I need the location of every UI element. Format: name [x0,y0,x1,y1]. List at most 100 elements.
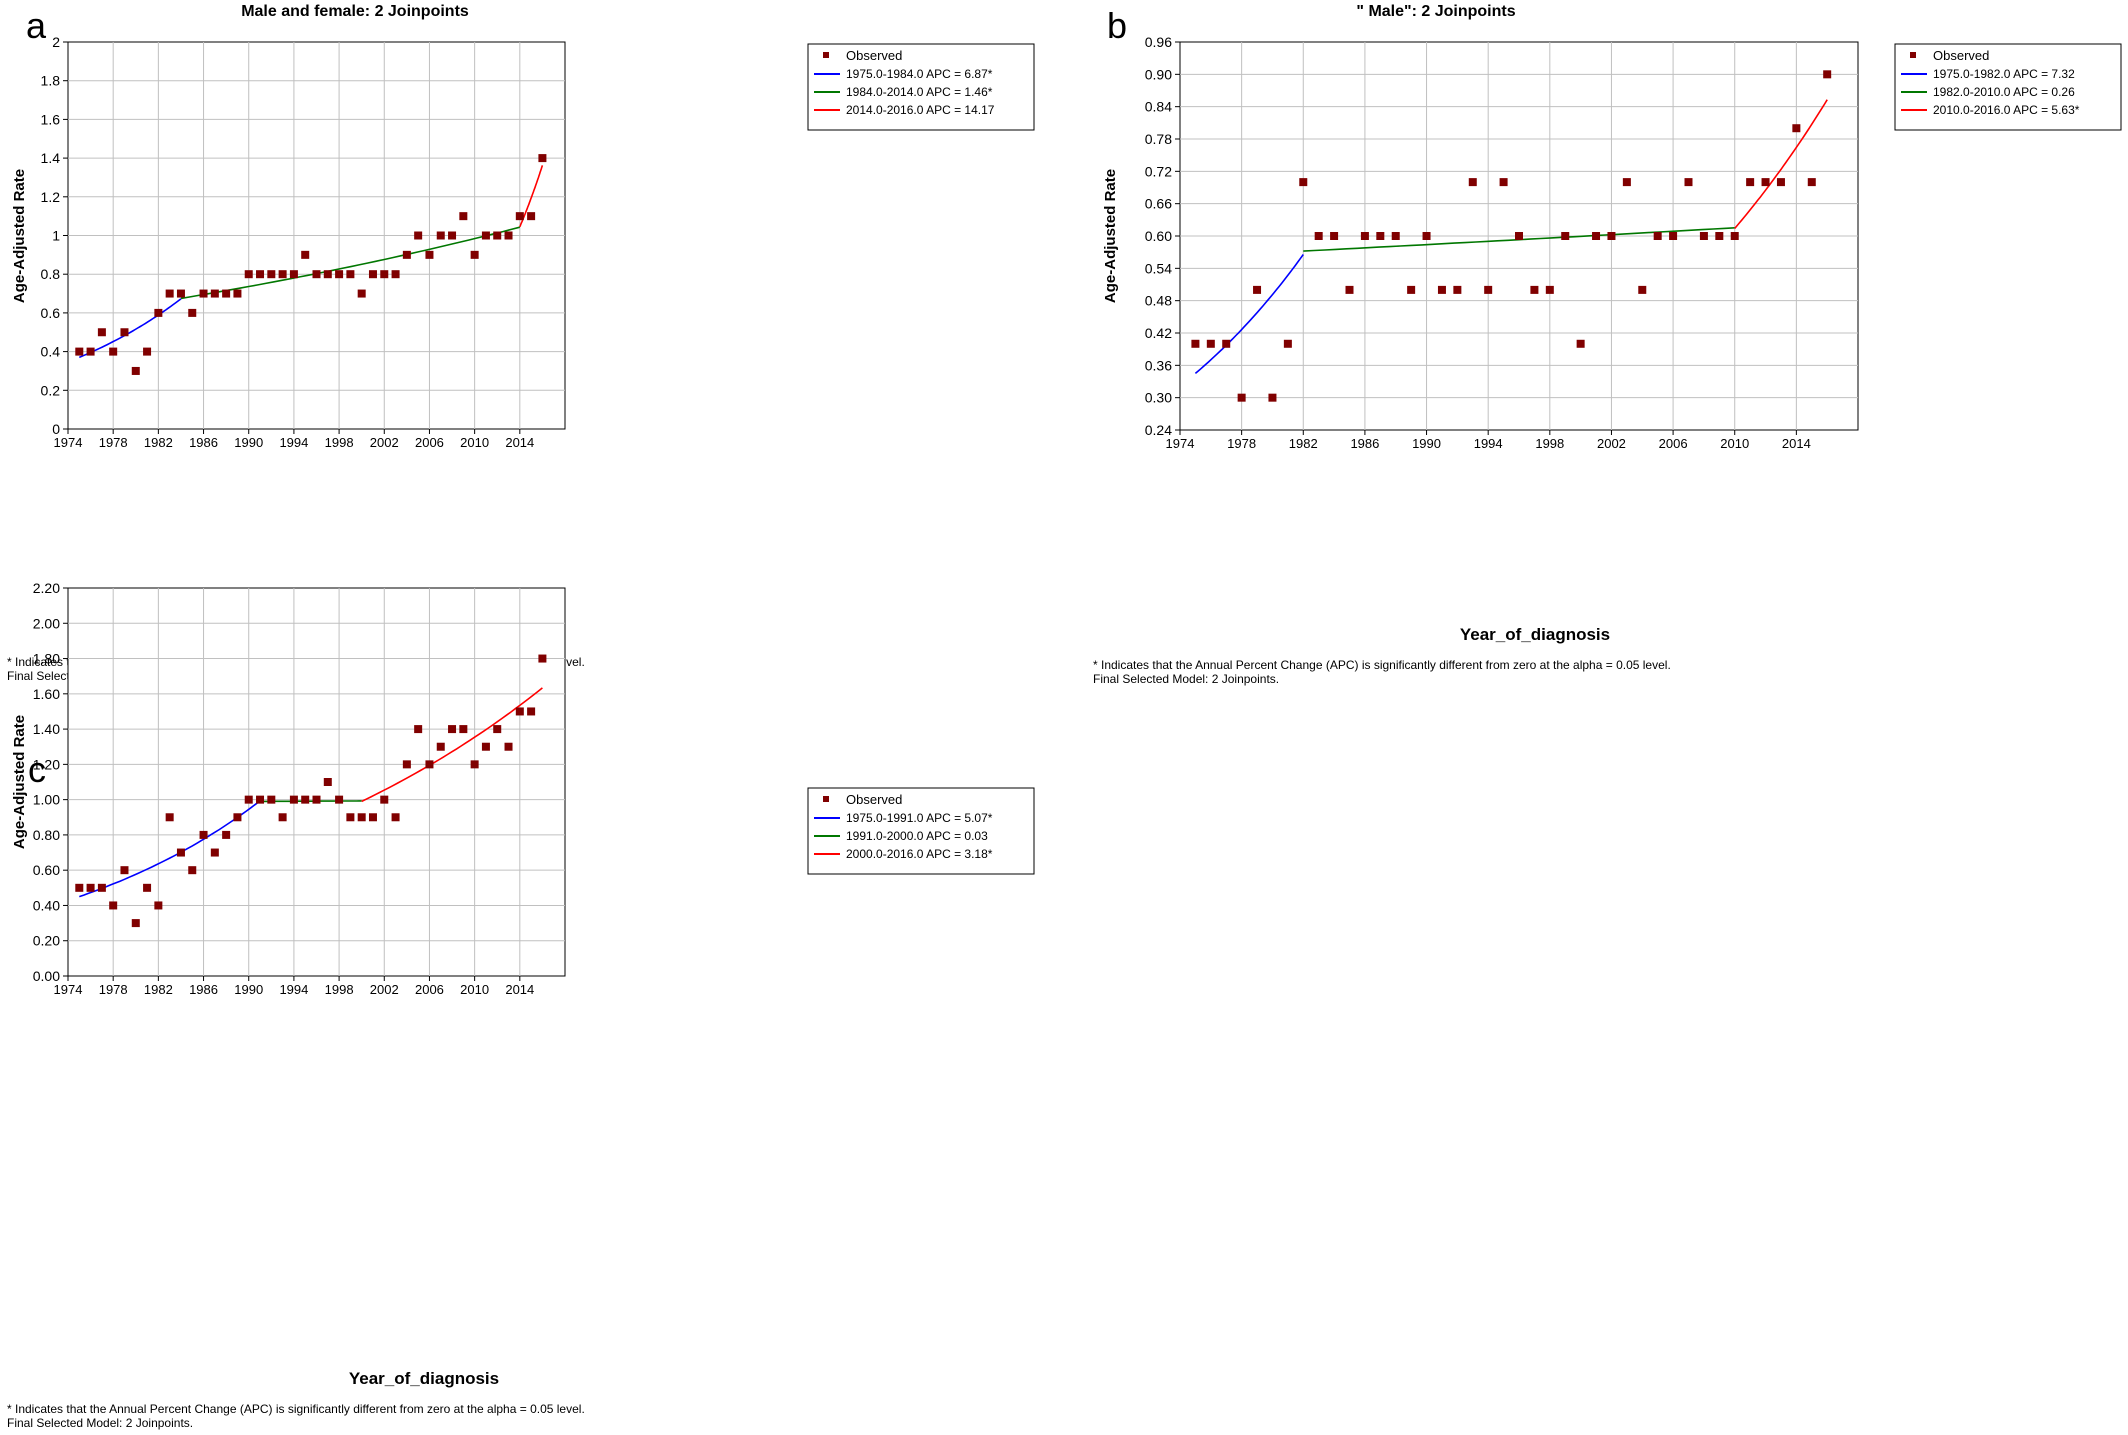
observed-point [109,901,118,910]
observed-point [459,212,468,221]
observed-point [402,760,411,769]
observed-point [199,830,208,839]
y-tick-label: 0.00 [33,968,60,984]
observed-point [481,742,490,751]
observed-point [1823,70,1832,79]
x-tick-label: 1994 [279,982,308,997]
y-tick-label: 1.80 [33,651,60,667]
legend-box [807,787,1035,875]
observed-point [176,848,185,857]
observed-point [335,270,344,279]
observed-point [1792,124,1801,133]
x-tick-label: 2002 [1597,436,1626,451]
legend-segment-label: 1984.0-2014.0 APC = 1.46* [846,85,993,99]
observed-point [414,231,423,240]
panel-letter: b [1107,5,1127,46]
observed-point [1253,285,1262,294]
x-tick-label: 2010 [460,982,489,997]
observed-point [109,347,118,356]
y-tick-label: 1.40 [33,721,60,737]
observed-point [1391,232,1400,240]
observed-point [244,270,253,279]
observed-point [1607,232,1616,240]
y-tick-label: 0.36 [1145,357,1172,373]
observed-point [210,289,219,298]
observed-point [448,231,457,240]
observed-point [256,795,265,804]
y-tick-label: 0.42 [1145,325,1172,341]
y-tick-label: 0.60 [1145,228,1172,244]
observed-point [368,813,377,822]
observed-point [233,289,242,298]
fit-line-segment-2 [260,800,362,803]
y-tick-label: 0.6 [41,305,61,321]
observed-point [1776,178,1785,187]
observed-point [312,270,321,279]
legend-box [1894,43,2122,131]
observed-point [86,347,95,356]
observed-point [188,866,197,875]
observed-point [391,270,400,279]
observed-point [425,250,434,259]
observed-point [515,707,524,716]
observed-point [470,250,479,259]
x-tick-label: 1994 [279,435,308,450]
observed-point [1684,178,1693,187]
observed-point [131,919,140,928]
y-tick-label: 1.4 [41,150,61,166]
x-tick-label: 2014 [505,982,534,997]
observed-point [1422,232,1431,240]
observed-point [301,250,310,259]
legend-observed-marker [1910,52,1916,58]
chart-title: Male and female: 2 Joinpoints [241,3,469,20]
observed-point [493,725,502,734]
x-tick-label: 1986 [189,435,218,450]
x-tick-label: 1990 [234,982,263,997]
legend-segment-label: 2010.0-2016.0 APC = 5.63* [1933,103,2080,117]
chart-title: " Male": 2 Joinpoints [1356,3,1515,20]
observed-point [470,760,479,769]
observed-point [1622,178,1631,187]
x-tick-label: 1986 [1350,436,1379,451]
legend: Observed 1975.0-1982.0 APC = 7.32 1982.0-2… [1894,43,2122,131]
observed-point [1237,393,1246,402]
observed-point [165,813,174,822]
observed-point [1314,232,1323,240]
fit-line-segment-1 [78,298,182,359]
observed-point [289,270,298,279]
chart-panel-c: c" Female": 2 Joinpoints1974197819821986… [7,580,1035,1430]
observed-point [1345,285,1354,294]
fit-line-segment-2 [180,226,521,300]
x-tick-label: 1982 [144,435,173,450]
observed-point [86,883,95,892]
observed-point [1515,232,1523,240]
y-tick-label: 2 [52,34,60,50]
y-tick-label: 0.2 [41,382,61,398]
observed-point [1499,178,1508,187]
y-tick-label: 0.72 [1145,163,1172,179]
x-tick-label: 1998 [1535,436,1564,451]
x-tick-label: 1994 [1474,436,1503,451]
observed-point [75,883,84,892]
observed-point [120,328,129,337]
y-tick-label: 0.40 [33,897,60,913]
observed-point [1576,339,1585,348]
chart-panel-a: a Male and female: 2 Joinpoints 1974 1978 19… [7,3,1035,683]
observed-point [233,813,242,822]
y-axis-label: Age-Adjusted Rate [11,715,28,849]
observed-point [1468,178,1477,187]
observed-point [267,270,276,279]
observed-point [1730,232,1739,240]
y-tick-label: 0.4 [41,344,61,360]
observed-point [176,289,185,298]
x-axis-label: Year_of_diagnosis [1460,625,1610,644]
x-tick-label: 1998 [325,435,354,450]
observed-point [414,725,423,734]
y-tick-label: 0.66 [1145,196,1172,212]
y-tick-label: 0.90 [1145,66,1172,82]
observed-point [493,231,502,240]
panel-letter: c [28,749,46,790]
observed-point [459,725,468,734]
y-tick-label: 0.54 [1145,260,1172,276]
x-tick-label: 2006 [415,982,444,997]
